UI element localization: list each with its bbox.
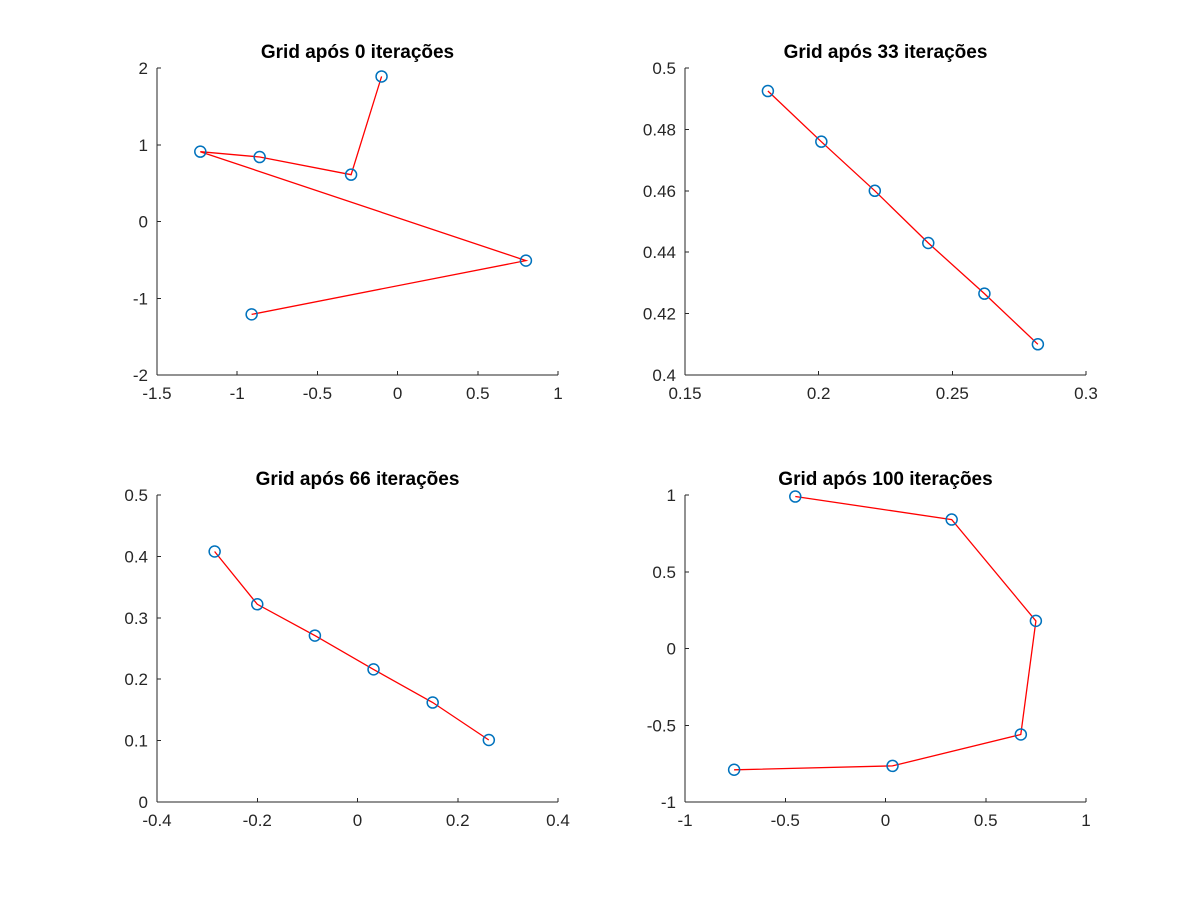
x-tick-label: -0.5 <box>303 384 332 403</box>
subplot-1: -1.5 -1 -0.5 0 0.5 1 -2 -1 0 1 2 Grid após 0 iteraç… <box>133 42 563 403</box>
data-point-marker <box>1014 728 1028 741</box>
y-tick-label: 0.2 <box>124 670 148 689</box>
x-tick-label: -0.5 <box>771 811 800 830</box>
x-tick-label: -0.2 <box>243 811 272 830</box>
y-tick-label: 0.44 <box>643 243 676 262</box>
series-line <box>214 551 490 741</box>
x-tick-label: -1.5 <box>142 384 171 403</box>
y-tick-label: 0.46 <box>643 182 676 201</box>
x-tick-label: 1 <box>553 384 562 403</box>
data-point-marker <box>727 763 741 777</box>
series-line <box>200 76 529 316</box>
x-tick-label: 0 <box>881 811 890 830</box>
subplot-2: 0.15 0.2 0.25 0.3 0.4 0.42 0.44 0.46 0.48 0.5 Grid… <box>643 42 1098 403</box>
y-tick-label: 2 <box>139 59 148 78</box>
y-tick-label: 0.5 <box>652 563 676 582</box>
data-point-marker <box>251 598 264 611</box>
data-point-marker <box>1031 338 1045 351</box>
y-tick-label: -0.5 <box>647 716 676 735</box>
data-point-marker <box>344 168 358 181</box>
y-tick-label: 0.4 <box>652 366 676 385</box>
subplot-3: -0.4 -0.2 0 0.2 0.4 0 0.1 0.2 0.3 0.4 0.5 Grid após… <box>124 469 569 830</box>
y-tick-label: 1 <box>667 486 676 505</box>
data-point-marker <box>886 759 899 773</box>
data-point-marker <box>978 287 991 300</box>
x-tick-label: 0.5 <box>466 384 490 403</box>
x-tick-label: 0 <box>353 811 362 830</box>
chart-title: Grid após 100 iterações <box>778 469 992 490</box>
y-tick-label: 0 <box>139 213 148 232</box>
x-tick-label: 0.15 <box>668 384 701 403</box>
data-point-marker <box>815 135 828 148</box>
data-point-marker <box>194 145 207 158</box>
x-tick-label: 0 <box>393 384 402 403</box>
x-tick-label: 0.4 <box>546 811 570 830</box>
y-tick-label: 1 <box>139 136 148 155</box>
y-tick-label: 0.48 <box>643 120 676 139</box>
y-tick-label: -1 <box>661 793 676 812</box>
x-tick-label: 1 <box>1081 811 1090 830</box>
data-point-marker <box>1029 614 1043 628</box>
data-point-marker <box>945 513 958 526</box>
y-tick-label: 0.3 <box>124 609 148 628</box>
y-tick-label: 0.5 <box>124 486 148 505</box>
data-point-marker <box>519 254 533 267</box>
x-tick-label: 0.25 <box>936 384 969 403</box>
data-point-marker <box>789 490 802 503</box>
data-point-marker <box>375 70 388 83</box>
x-tick-label: 0.2 <box>807 384 831 403</box>
data-point-marker <box>761 84 775 98</box>
x-tick-label: -1 <box>677 811 692 830</box>
series-line <box>767 90 1039 345</box>
x-tick-label: 0.2 <box>446 811 470 830</box>
y-tick-label: -1 <box>133 289 148 308</box>
chart-title: Grid após 66 iterações <box>256 469 460 490</box>
chart-title: Grid após 33 iterações <box>784 42 988 63</box>
y-tick-label: 0.1 <box>124 732 148 751</box>
y-tick-label: 0.5 <box>652 59 676 78</box>
y-tick-label: -2 <box>133 366 148 385</box>
y-tick-label: 0 <box>139 793 148 812</box>
data-point-marker <box>308 629 322 642</box>
subplot-4: -1 -0.5 0 0.5 1 -1 -0.5 0 0.5 1 Grid após 100 iter… <box>647 469 1091 830</box>
x-tick-label: 0.5 <box>974 811 998 830</box>
chart-title: Grid após 0 iterações <box>261 42 454 63</box>
data-point-marker <box>208 545 221 558</box>
y-tick-label: 0 <box>667 640 676 659</box>
data-point-marker <box>482 733 496 747</box>
data-point-marker <box>868 184 882 198</box>
data-point-marker <box>367 663 380 676</box>
y-tick-label: 0.4 <box>124 547 148 566</box>
x-tick-label: -0.4 <box>142 811 171 830</box>
x-tick-label: 0.3 <box>1074 384 1098 403</box>
data-point-marker <box>245 308 258 321</box>
data-point-marker <box>426 696 439 709</box>
y-tick-label: 0.42 <box>643 305 676 324</box>
x-tick-label: -1 <box>230 384 245 403</box>
series-line <box>734 495 1037 771</box>
data-point-marker <box>253 150 266 164</box>
data-point-marker <box>922 236 935 250</box>
